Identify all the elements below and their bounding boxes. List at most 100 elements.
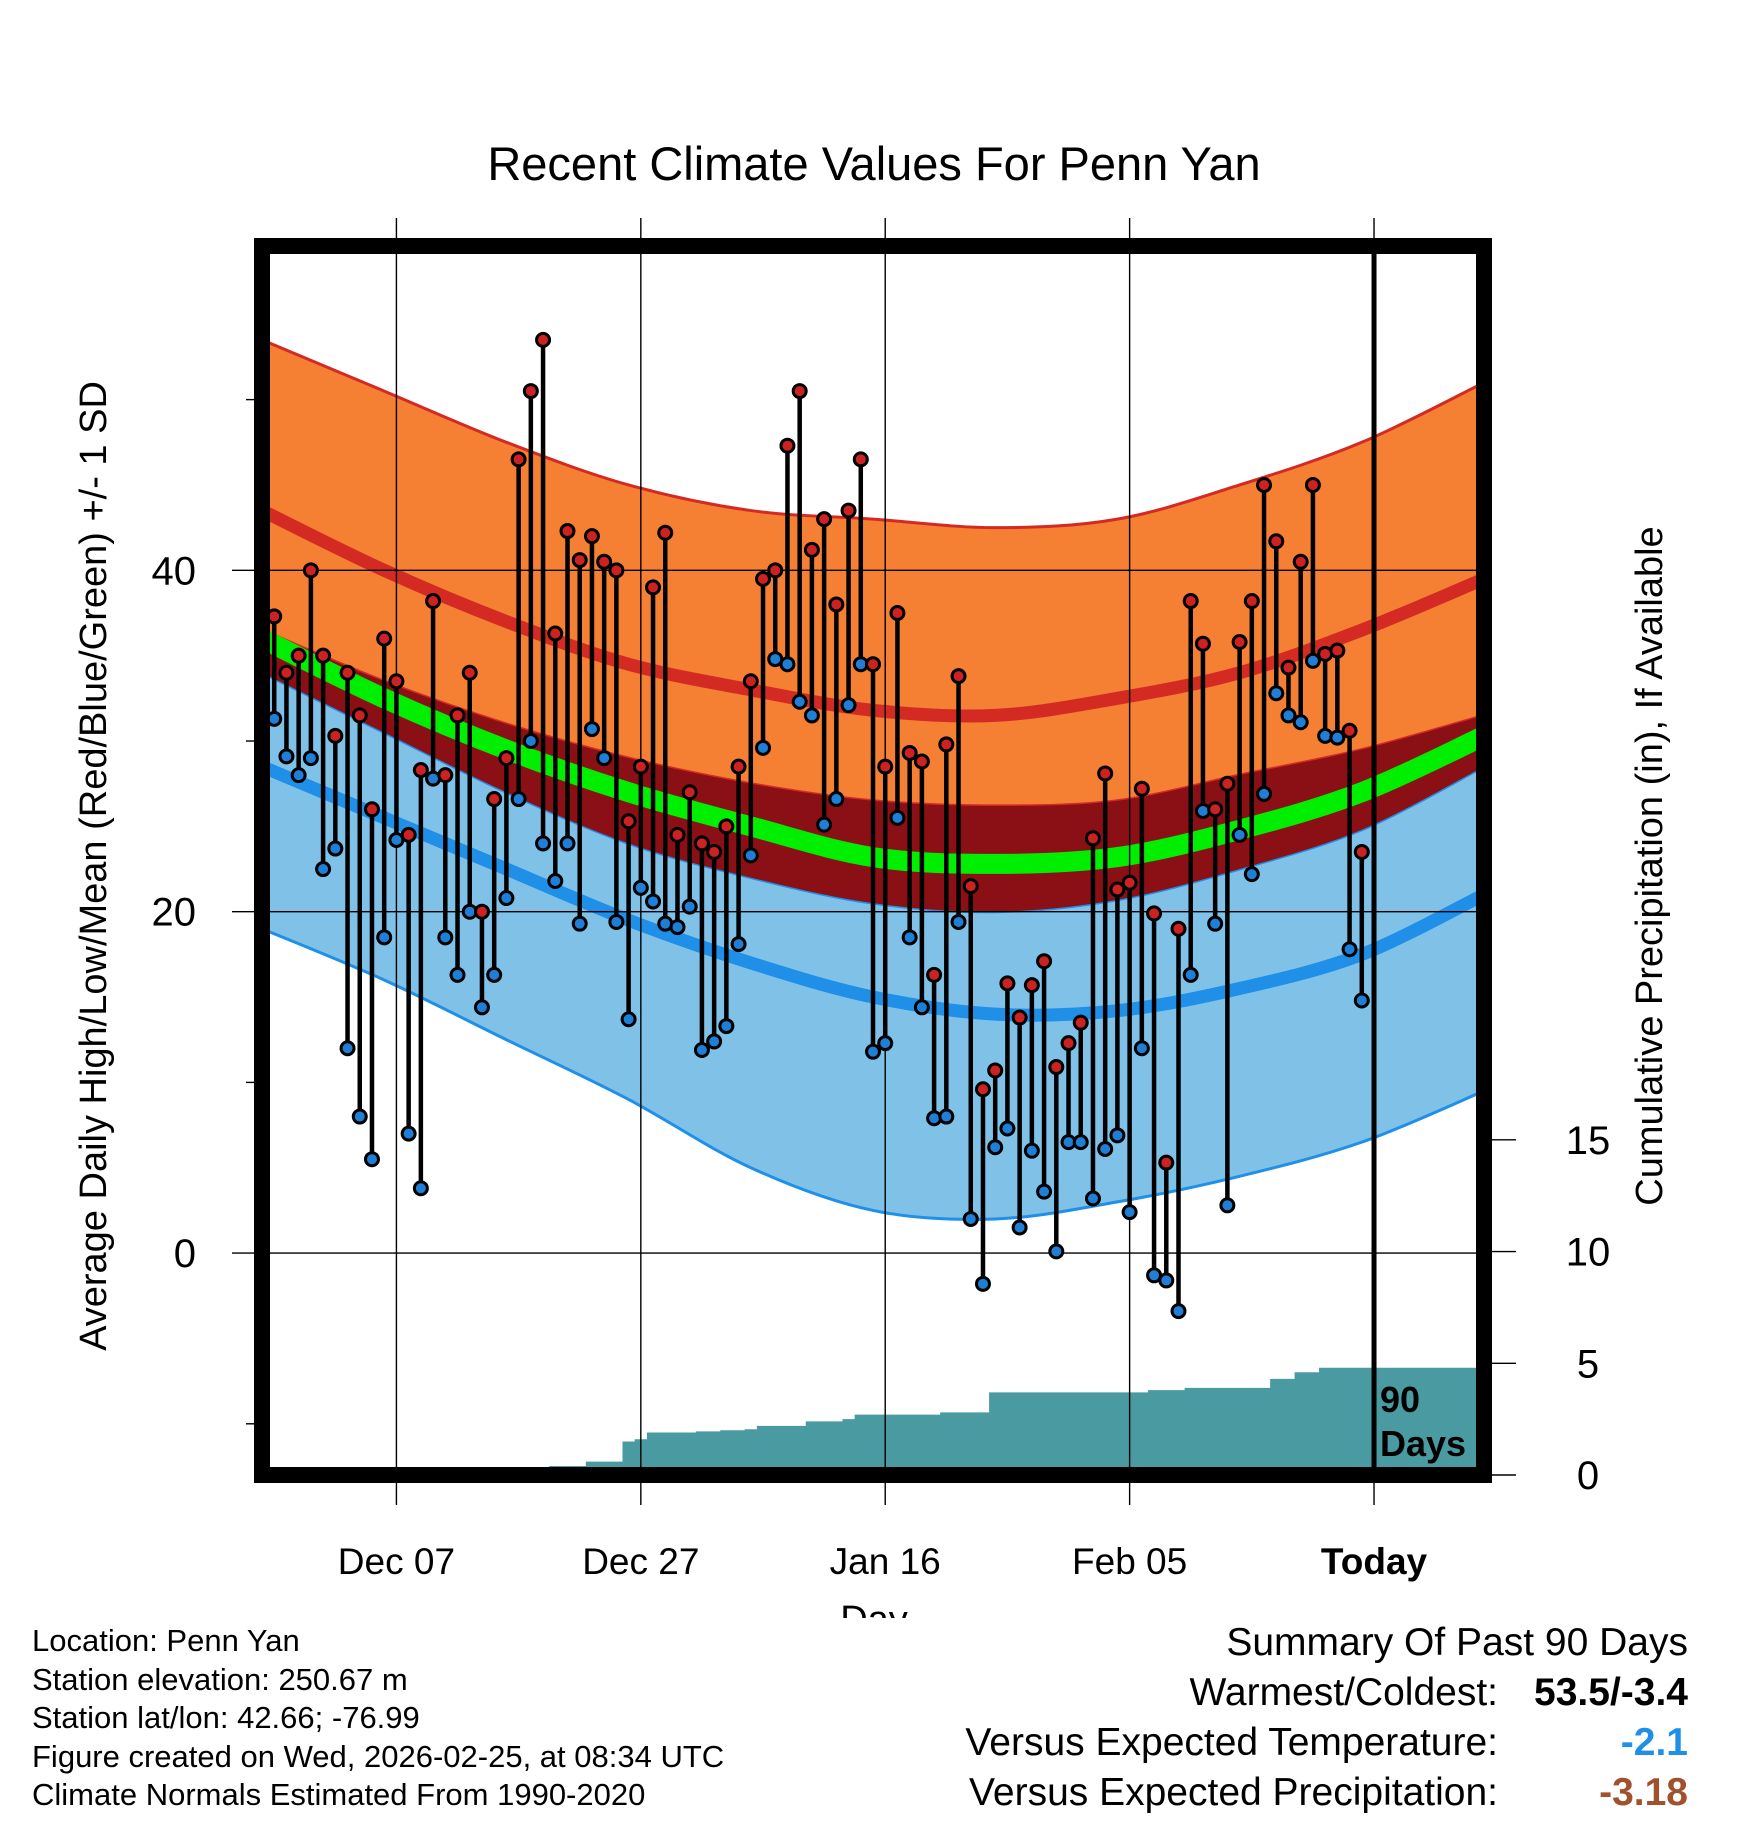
low-point <box>1158 1272 1175 1289</box>
x-tick-label: Dec 27 <box>582 1541 699 1582</box>
high-point <box>339 664 356 681</box>
low-point <box>730 936 747 953</box>
low-point <box>1231 826 1248 843</box>
low-point <box>498 890 515 907</box>
high-point <box>1256 476 1273 493</box>
high-point <box>1048 1059 1065 1076</box>
y2-tick-label: 0 <box>1577 1454 1599 1498</box>
high-point <box>865 656 881 673</box>
high-point <box>1072 1014 1089 1031</box>
low-point <box>412 1180 429 1197</box>
low-point <box>938 1108 955 1125</box>
high-point <box>1170 920 1187 937</box>
high-point <box>755 570 772 587</box>
high-point <box>535 331 552 348</box>
low-point <box>913 999 930 1016</box>
low-point <box>669 919 686 936</box>
low-point <box>449 966 466 983</box>
high-point <box>693 835 710 852</box>
high-point <box>278 664 295 681</box>
low-point <box>791 693 808 710</box>
low-point <box>877 1035 894 1052</box>
low-point <box>718 1018 735 1035</box>
low-point <box>571 915 588 932</box>
low-point <box>828 791 845 808</box>
high-point <box>1011 1009 1028 1026</box>
low-point <box>290 767 307 784</box>
low-point <box>1292 714 1309 731</box>
low-point <box>1182 966 1199 983</box>
high-point <box>461 664 478 681</box>
low-point <box>1072 1134 1089 1151</box>
high-point <box>1341 722 1358 739</box>
high-point <box>449 707 466 724</box>
low-point <box>1023 1142 1040 1159</box>
high-point <box>1304 476 1321 493</box>
today-label-days: Days <box>1380 1423 1466 1464</box>
x-tick-label: Feb 05 <box>1072 1541 1187 1582</box>
high-point <box>1194 635 1211 652</box>
high-point <box>559 523 576 540</box>
high-point <box>974 1081 991 1098</box>
precip-value: -3.18 <box>1599 1771 1688 1814</box>
low-point <box>974 1275 991 1292</box>
high-point <box>583 528 600 545</box>
high-point <box>473 903 490 920</box>
high-point <box>1329 642 1346 659</box>
high-point <box>681 784 698 801</box>
high-point <box>1036 953 1053 970</box>
low-point <box>363 1151 380 1168</box>
summary-temp-row: Versus Expected Temperature: -2.1 <box>965 1718 1688 1768</box>
low-point <box>473 999 490 1016</box>
climate-chart: Recent Climate Values For Penn Yan Avera… <box>73 137 1671 1618</box>
low-point <box>510 791 527 808</box>
low-point <box>816 816 833 833</box>
high-point <box>962 878 979 895</box>
low-point <box>962 1210 979 1227</box>
summary-precip-row: Versus Expected Precipitation: -3.18 <box>965 1768 1688 1818</box>
y-tick-label: 0 <box>174 1232 196 1276</box>
low-point <box>1207 915 1224 932</box>
high-point <box>889 604 906 621</box>
warmest-value: 53.5/-3.4 <box>1534 1671 1688 1714</box>
high-point <box>486 791 503 808</box>
low-point <box>865 1043 881 1060</box>
low-point <box>437 929 454 946</box>
low-point <box>535 835 552 852</box>
low-point <box>1048 1243 1065 1260</box>
low-point <box>1084 1190 1101 1207</box>
daily-range-bars <box>266 331 1370 1320</box>
y-axis-label: Average Daily High/Low/Mean (Red/Blue/Gr… <box>73 381 115 1351</box>
low-point <box>742 847 759 864</box>
low-point <box>645 893 662 910</box>
low-point <box>400 1125 417 1142</box>
high-point <box>376 630 393 647</box>
low-point <box>376 929 393 946</box>
summary-panel: Summary Of Past 90 Days Warmest/Coldest:… <box>965 1618 1688 1818</box>
high-point <box>669 826 686 843</box>
location-text: Location: Penn Yan <box>32 1623 300 1658</box>
x-tick-label: Today <box>1321 1541 1428 1582</box>
high-point <box>1353 843 1370 860</box>
low-point <box>706 1033 723 1050</box>
high-point <box>1243 593 1260 610</box>
high-point <box>1121 874 1138 891</box>
high-point <box>779 437 796 454</box>
high-point <box>315 647 332 664</box>
high-point <box>657 524 674 541</box>
low-point <box>901 929 918 946</box>
high-point <box>327 727 344 744</box>
high-point <box>1097 765 1114 782</box>
x-tick-label: Dec 07 <box>338 1541 455 1582</box>
axis-ticks: Dec 07 Dec 27 Jan 16 Feb 05 Today 0 20 40 0 5 10 15 <box>152 218 1610 1582</box>
high-point <box>351 707 368 724</box>
high-point <box>1231 634 1248 651</box>
y-tick-label: 40 <box>152 549 197 593</box>
summary-warmest-row: Warmest/Coldest: 53.5/-3.4 <box>965 1668 1688 1718</box>
high-point <box>363 801 380 818</box>
high-point <box>987 1062 1004 1079</box>
high-point <box>1292 553 1309 570</box>
low-point <box>327 840 344 857</box>
high-point <box>302 562 319 579</box>
high-point <box>645 579 662 596</box>
